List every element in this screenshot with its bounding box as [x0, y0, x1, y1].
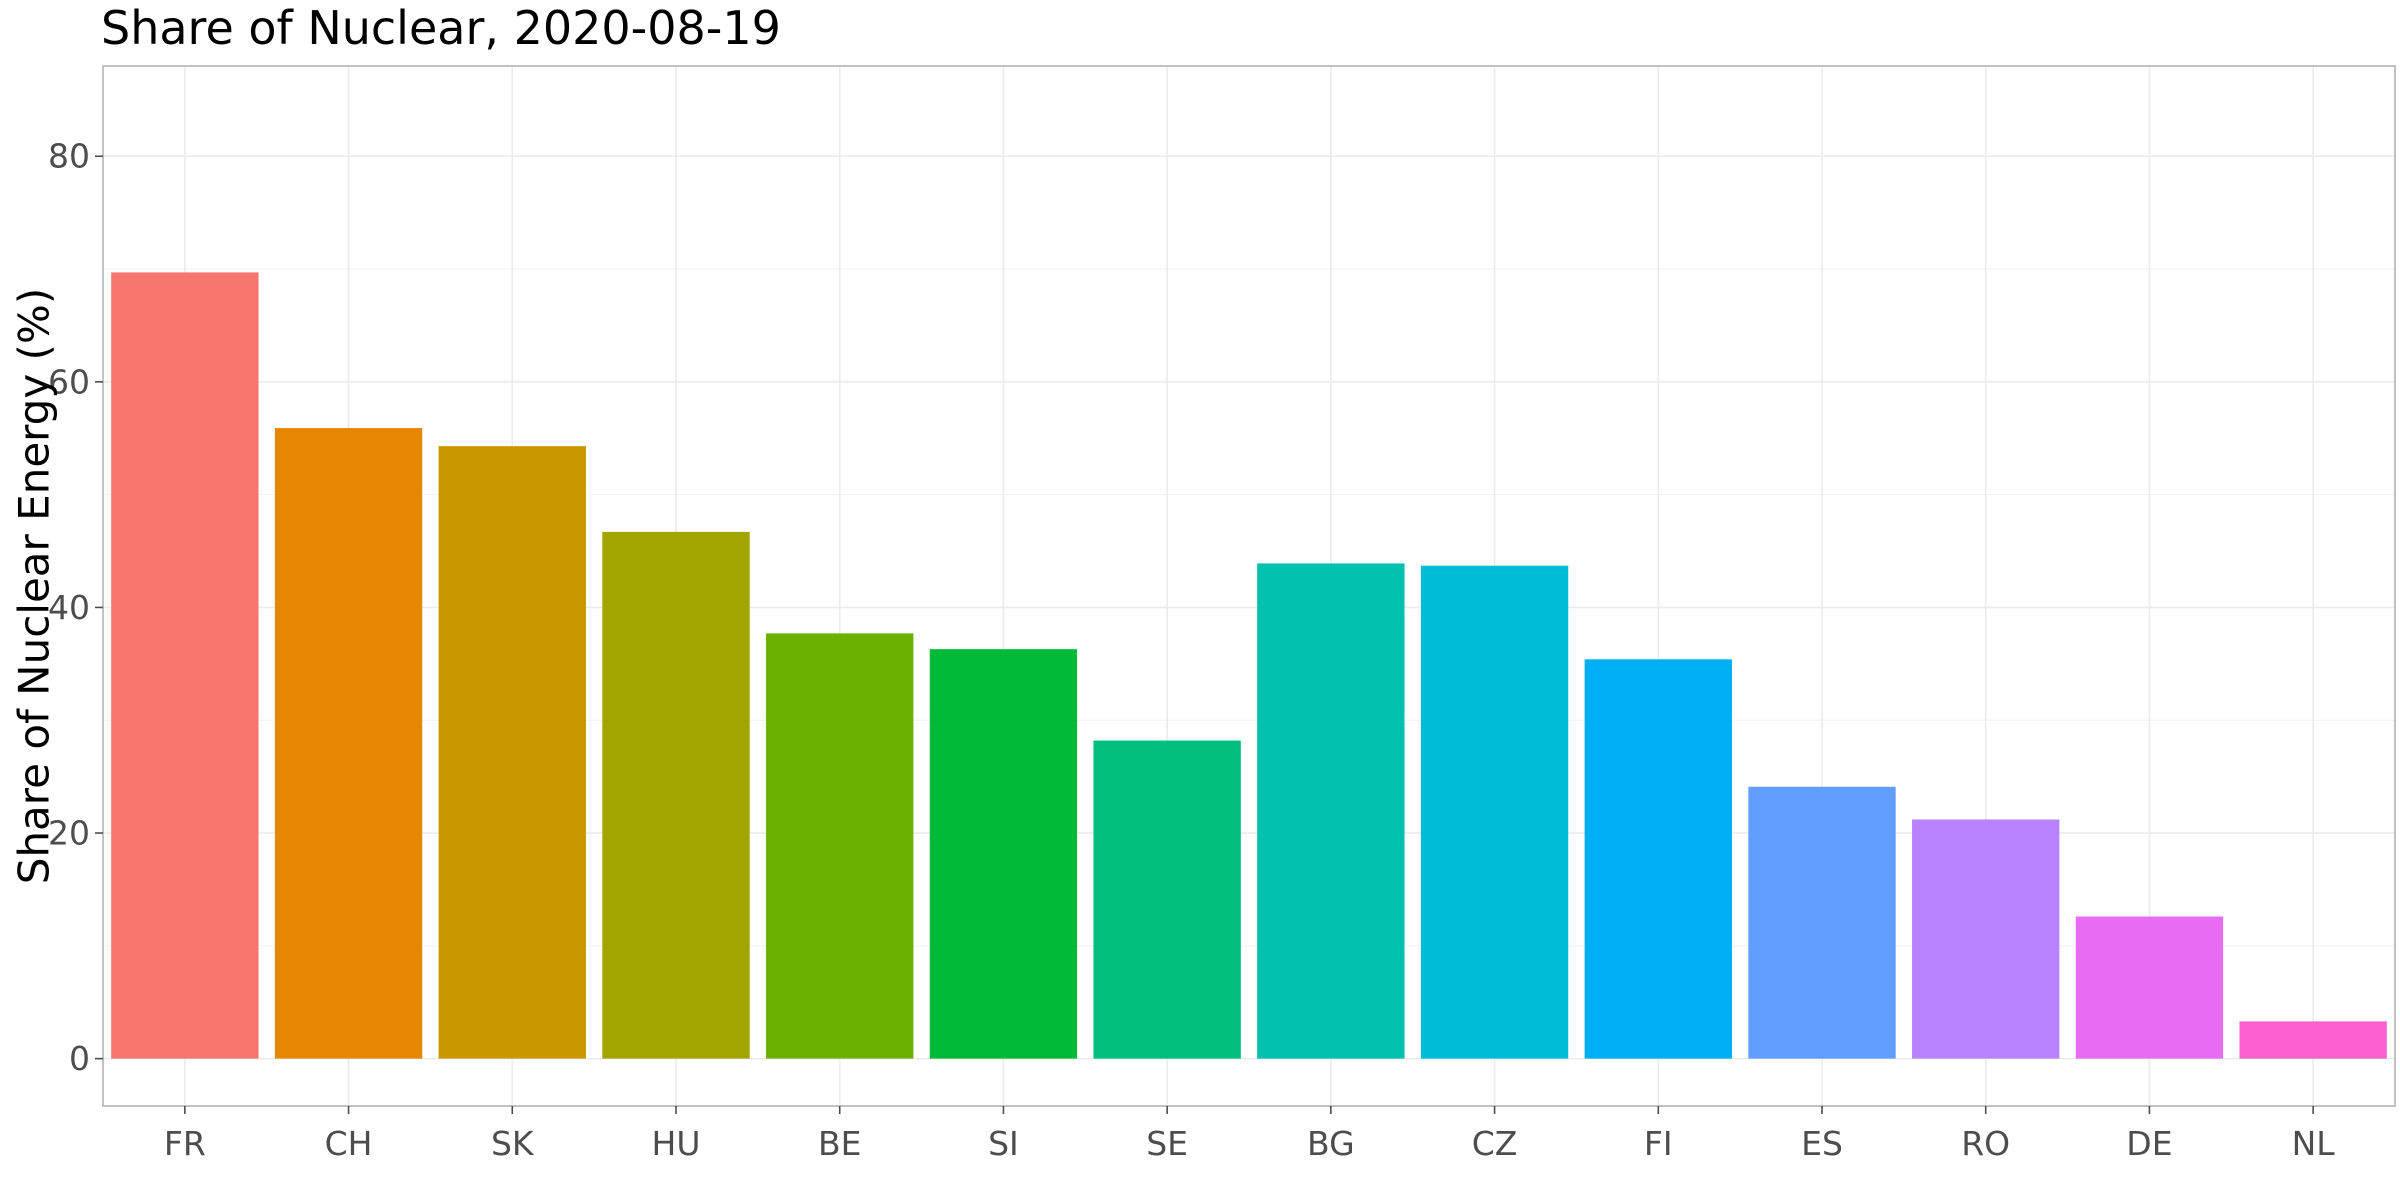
x-tick-label: BG [1307, 1124, 1355, 1163]
bar-ch [274, 428, 423, 1059]
y-tick-label: 80 [48, 137, 90, 176]
y-tick-label: 60 [48, 362, 90, 401]
x-tick-label: FI [1644, 1124, 1673, 1163]
bar-si [929, 649, 1078, 1059]
x-tick-label: SE [1146, 1124, 1188, 1163]
bar-fi [1584, 659, 1732, 1059]
bar-se [1093, 740, 1241, 1059]
bar-be [766, 633, 914, 1059]
x-tick-label: SK [491, 1124, 535, 1163]
bar-es [1748, 786, 1896, 1059]
bar-ro [1912, 819, 2060, 1059]
bar-bg [1257, 563, 1405, 1059]
bar-hu [602, 531, 750, 1059]
plot-panel-border [102, 65, 2396, 1107]
x-tick-label: ES [1801, 1124, 1843, 1163]
bar-layer [111, 272, 2387, 1059]
tick-layer: 0 20 40 60 80 FR CH SK HU BE SI SE BG CZ FI ES RO DE NL [48, 137, 2335, 1163]
x-tick-label: RO [1961, 1124, 2010, 1163]
y-tick-label: 20 [48, 814, 90, 853]
bar-cz [1420, 565, 1569, 1059]
x-tick-label: FR [164, 1124, 206, 1163]
x-tick-label: HU [652, 1124, 701, 1163]
y-axis-title: Share of Nuclear Energy (%) [10, 288, 59, 884]
x-tick-label: SI [988, 1124, 1019, 1163]
x-tick-label: CZ [1472, 1124, 1518, 1163]
y-tick-label: 0 [69, 1039, 90, 1078]
bar-fr [111, 272, 259, 1059]
bar-de [2075, 916, 2224, 1059]
x-tick-label: DE [2126, 1124, 2172, 1163]
bar-nl [2239, 1021, 2387, 1059]
x-tick-label: NL [2292, 1124, 2336, 1163]
x-tick-label: CH [325, 1124, 373, 1163]
bar-sk [438, 446, 586, 1059]
chart-title: Share of Nuclear, 2020-08-19 [101, 1, 781, 55]
x-tick-label: BE [818, 1124, 862, 1163]
y-tick-label: 40 [48, 588, 90, 627]
